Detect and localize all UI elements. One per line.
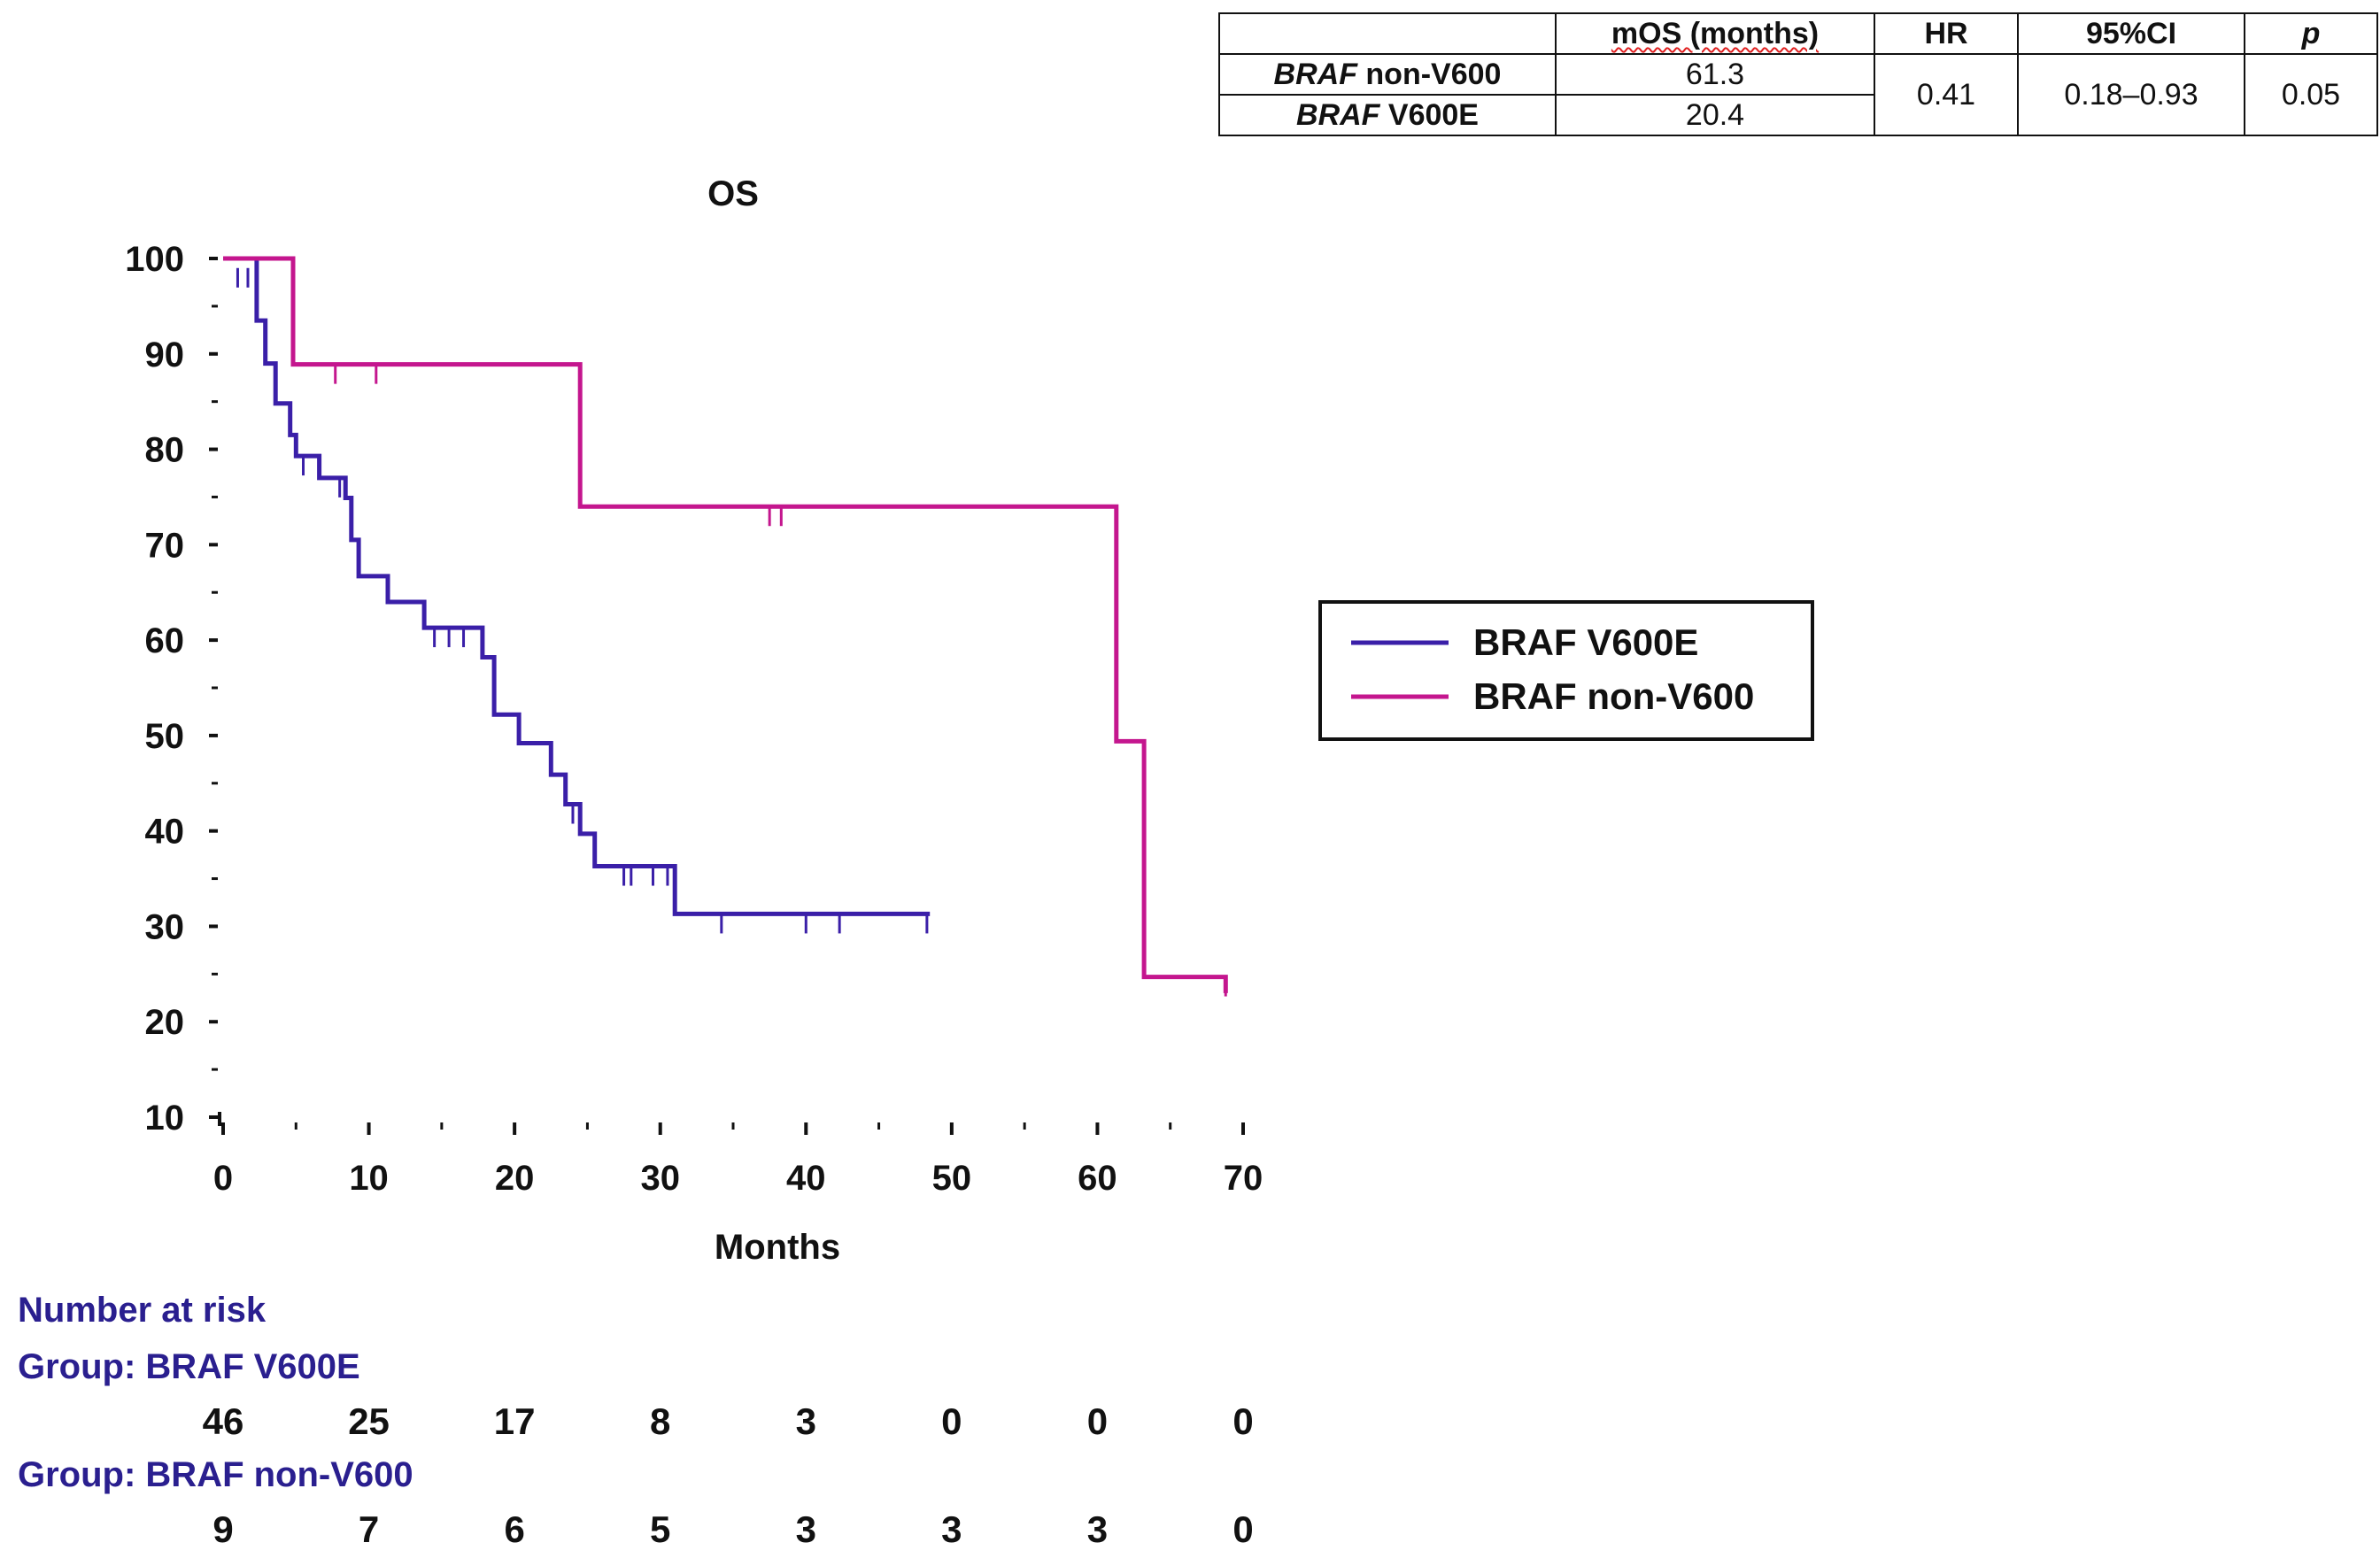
risk-count: 0 xyxy=(1232,1508,1253,1550)
stats-row-non-v600: BRAF non-V600 61.3 0.41 0.18–0.93 0.05 xyxy=(1218,53,2378,136)
y-tick-label: 70 xyxy=(145,526,185,565)
y-tick-label: 100 xyxy=(125,240,184,279)
stats-row-v600e: BRAF V600E 20.4 xyxy=(1218,94,2377,136)
y-tick-label: 20 xyxy=(145,1003,185,1042)
x-tick-label: 70 xyxy=(1224,1159,1263,1198)
x-tick-label: 30 xyxy=(640,1159,680,1198)
stats-mos-value: 61.3 xyxy=(1555,53,1875,96)
x-tick-label: 20 xyxy=(495,1159,535,1198)
stats-header-mos: mOS (months) xyxy=(1555,12,1875,55)
risk-count: 25 xyxy=(348,1400,390,1442)
stats-header-row: mOS (months) HR 95%CI p xyxy=(1218,12,2378,55)
survival-curve-line xyxy=(223,256,931,916)
y-tick-label: 90 xyxy=(145,336,185,374)
series-braf-v600e xyxy=(223,256,931,934)
stats-header-mos-label: mOS (months) xyxy=(1611,17,1820,50)
variant-name: non-V600 xyxy=(1356,58,1502,91)
legend-label-non-v600: BRAF non-V600 xyxy=(1473,675,1754,717)
risk-group-label-non-v600: Group: BRAF non-V600 xyxy=(18,1455,413,1494)
axes: 10 20 30 40 50 60 70 80 90 100 0 10 20 30 40 50 60 70 xyxy=(125,240,1263,1198)
risk-count: 7 xyxy=(359,1508,379,1550)
y-tick-label: 80 xyxy=(145,431,185,470)
stats-mos-value: 20.4 xyxy=(1555,94,1875,136)
x-tick-label: 0 xyxy=(213,1159,233,1198)
risk-count: 0 xyxy=(1087,1400,1108,1442)
risk-count: 0 xyxy=(1232,1400,1253,1442)
legend-box xyxy=(1318,600,1814,741)
stats-row-label: BRAF V600E xyxy=(1218,94,1557,136)
risk-group-label-v600e: Group: BRAF V600E xyxy=(18,1347,360,1386)
number-at-risk-table: Number at risk Group: BRAF V600E 46 25 17 8… xyxy=(18,1291,1254,1550)
y-tick-label: 40 xyxy=(145,813,185,852)
risk-count: 9 xyxy=(212,1508,233,1550)
x-tick-label: 60 xyxy=(1078,1159,1117,1198)
risk-count: 17 xyxy=(494,1400,536,1442)
y-tick-label: 10 xyxy=(145,1099,185,1138)
risk-count: 3 xyxy=(796,1508,816,1550)
risk-row-v600e: 46 25 17 8 3 0 0 0 xyxy=(203,1400,1254,1442)
risk-count: 3 xyxy=(941,1508,962,1550)
legend: BRAF V600E BRAF non-V600 xyxy=(1318,600,1814,741)
risk-count: 3 xyxy=(1087,1508,1108,1550)
stats-header-p-label: p xyxy=(2301,17,2321,50)
survival-curve-line xyxy=(223,256,1228,993)
risk-count: 46 xyxy=(203,1400,244,1442)
x-axis-label: Months xyxy=(715,1228,840,1267)
stats-hr-value: 0.41 xyxy=(1874,53,2019,136)
stats-header-blank xyxy=(1218,12,1557,55)
risk-count: 8 xyxy=(650,1400,670,1442)
risk-count: 5 xyxy=(650,1508,670,1550)
risk-count: 6 xyxy=(504,1508,524,1550)
series-braf-non-v600 xyxy=(223,256,1228,997)
survival-curves xyxy=(223,256,1228,997)
legend-label-v600e: BRAF V600E xyxy=(1473,621,1698,663)
stats-header-p: p xyxy=(2244,12,2378,55)
risk-count: 0 xyxy=(941,1400,962,1442)
risk-row-non-v600: 9 7 6 5 3 3 3 0 xyxy=(212,1508,1253,1550)
variant-name: V600E xyxy=(1379,98,1479,132)
y-tick-label: 30 xyxy=(145,907,185,946)
stats-header-hr: HR xyxy=(1874,12,2019,55)
stats-table: mOS (months) HR 95%CI p BRAF non-V600 61… xyxy=(1218,12,2378,136)
risk-table-title: Number at risk xyxy=(18,1291,267,1330)
stats-row-label: BRAF non-V600 xyxy=(1218,53,1557,96)
y-tick-label: 50 xyxy=(145,717,185,756)
gene-name: BRAF xyxy=(1296,98,1380,132)
x-tick-label: 50 xyxy=(932,1159,972,1198)
x-tick-label: 40 xyxy=(786,1159,826,1198)
stats-p-value: 0.05 xyxy=(2244,53,2378,136)
gene-name: BRAF xyxy=(1273,58,1357,91)
risk-count: 3 xyxy=(796,1400,816,1442)
y-tick-label: 60 xyxy=(145,621,185,660)
x-tick-label: 10 xyxy=(349,1159,389,1198)
stats-header-ci: 95%CI xyxy=(2017,12,2245,55)
stats-ci-value: 0.18–0.93 xyxy=(2017,53,2245,136)
chart-title: OS xyxy=(707,174,759,213)
